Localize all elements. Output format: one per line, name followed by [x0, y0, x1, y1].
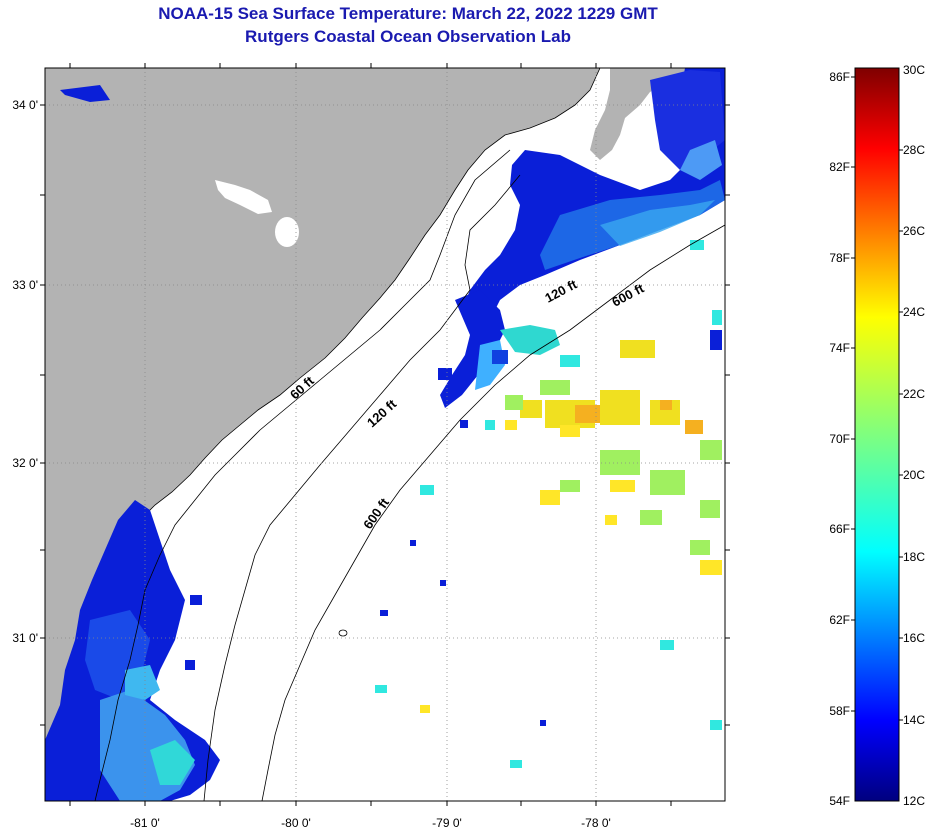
colorbar-c-label: 20C: [903, 468, 925, 482]
lat-label: 31 0': [12, 631, 38, 645]
colorbar-f-label: 62F: [829, 613, 850, 627]
lat-label: 33 0': [12, 278, 38, 292]
lat-lon-grid: [45, 68, 725, 801]
colorbar-c-label: 18C: [903, 550, 925, 564]
colorbar-c-label: 30C: [903, 63, 925, 77]
lat-label: 34 0': [12, 98, 38, 112]
colorbar-c-label: 26C: [903, 224, 925, 238]
land-mass: [45, 68, 600, 801]
isobath-600ft: [261, 224, 725, 801]
axis-ticks: [40, 63, 730, 806]
colorbar-f-label: 82F: [829, 160, 850, 174]
map-frame: [44, 67, 726, 802]
map-title: NOAA-15 Sea Surface Temperature: March 2…: [158, 4, 658, 23]
isobath-120ft: [203, 174, 521, 801]
colorbar-c-label: 24C: [903, 305, 925, 319]
map-subtitle: Rutgers Coastal Ocean Observation Lab: [245, 27, 571, 46]
colorbar-f-label: 74F: [829, 341, 850, 355]
lon-label: -80 0': [281, 816, 311, 830]
land-cape: [590, 68, 690, 160]
lake: [215, 180, 272, 214]
colorbar-f-label: 58F: [829, 704, 850, 718]
temperature-colorbar: [854, 67, 900, 802]
colorbar-c-label: 22C: [903, 387, 925, 401]
colorbar-f-label: 86F: [829, 70, 850, 84]
colorbar-f-label: 54F: [829, 794, 850, 808]
colorbar-c-label: 12C: [903, 794, 925, 808]
colorbar-f-label: 78F: [829, 251, 850, 265]
lon-label: -81 0': [130, 816, 160, 830]
lat-label: 32 0': [12, 456, 38, 470]
sst-data-layer: [45, 68, 725, 801]
colorbar-f-label: 66F: [829, 522, 850, 536]
lon-label: -78 0': [581, 816, 611, 830]
colorbar-c-label: 14C: [903, 713, 925, 727]
lon-label: -79 0': [432, 816, 462, 830]
colorbar-c-label: 16C: [903, 631, 925, 645]
isobath-60ft: [94, 149, 511, 801]
colorbar-f-label: 70F: [829, 432, 850, 446]
colorbar-c-label: 28C: [903, 143, 925, 157]
lake: [275, 217, 299, 247]
